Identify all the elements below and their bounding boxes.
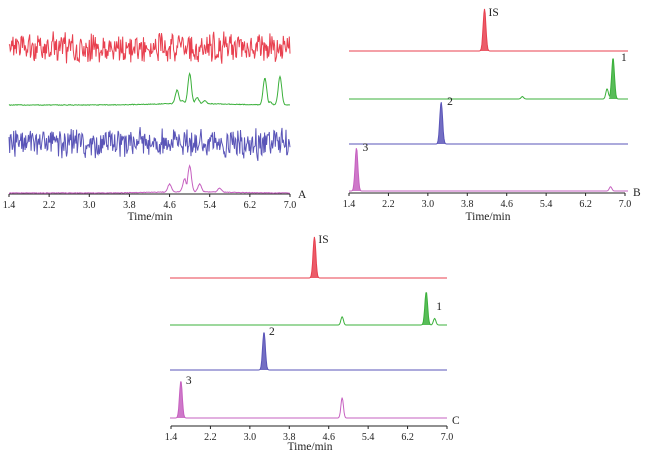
peak-fill: [480, 9, 489, 51]
panel-C: 1.4 2.2 3.0 3.8 4.6 5.4 6.2 7.0 Time/min C IS 1 2 3: [165, 234, 460, 453]
x-axis-title: Time/min: [466, 211, 511, 223]
peak-label: 1: [621, 52, 627, 64]
peak-fill: [436, 102, 446, 144]
series-line: [8, 72, 290, 107]
peak-label: 2: [447, 96, 453, 108]
x-tick-label: 3.8: [461, 199, 474, 210]
panel-letter: A: [298, 189, 307, 201]
x-tick-label: 3.0: [422, 199, 435, 210]
x-tick-label: 4.6: [322, 432, 335, 443]
peak-fill: [310, 237, 319, 278]
peak-fill: [352, 148, 361, 191]
x-tick-label: 5.4: [362, 432, 375, 443]
x-tick-label: 3.8: [283, 432, 296, 443]
series-line: [8, 127, 291, 161]
peak-label: 3: [362, 142, 368, 154]
x-tick-label: 7.0: [619, 199, 632, 210]
x-tick-label: 1.4: [165, 432, 178, 443]
x-tick-label: 6.2: [401, 432, 414, 443]
x-tick-label: 4.6: [500, 199, 513, 210]
series-line: [170, 292, 447, 326]
peak-fill: [608, 58, 618, 99]
series-line: [8, 31, 291, 64]
peak-fill: [176, 381, 186, 418]
panel-letter: B: [633, 187, 641, 199]
x-tick-label: 7.0: [441, 432, 454, 443]
x-tick-label: 5.4: [540, 199, 553, 210]
x-tick-label: 2.2: [204, 432, 217, 443]
series-line: [170, 381, 447, 419]
peak-label: IS: [318, 234, 328, 246]
x-tick-label: 7.0: [284, 200, 297, 211]
peak-fill: [422, 292, 431, 325]
x-tick-label: 5.4: [203, 200, 216, 211]
x-tick-label: 4.6: [163, 200, 176, 211]
x-tick-label: 1.4: [343, 199, 356, 210]
x-axis-title: Time/min: [128, 211, 173, 223]
peak-fill: [259, 332, 269, 370]
x-tick-label: 3.0: [244, 432, 257, 443]
series-line: [170, 236, 447, 279]
series-line: [8, 164, 290, 194]
x-tick-label: 3.0: [83, 200, 96, 211]
x-tick-label: 2.2: [43, 200, 56, 211]
peak-label: IS: [489, 7, 499, 19]
panel-letter: C: [452, 415, 460, 427]
x-tick-label: 1.4: [3, 200, 16, 211]
x-tick-label: 6.2: [244, 200, 257, 211]
x-tick-label: 6.2: [579, 199, 592, 210]
panel-B: 1.4 2.2 3.0 3.8 4.6 5.4 6.2 7.0 Time/min B IS 1 2 3: [343, 7, 641, 223]
series-line: [170, 332, 447, 371]
panel-A: 1.4 2.2 3.0 3.8 4.6 5.4 6.2 7.0 Time/min A: [3, 31, 307, 223]
series-line: [349, 58, 628, 100]
peak-label: 3: [186, 375, 192, 387]
x-axis-title: Time/min: [288, 441, 333, 453]
series-line: [349, 148, 628, 192]
series-line: [349, 102, 628, 145]
x-tick-label: 2.2: [382, 199, 395, 210]
peak-label: 2: [269, 326, 275, 338]
peak-label: 1: [436, 301, 442, 313]
x-tick-label: 3.8: [123, 200, 136, 211]
